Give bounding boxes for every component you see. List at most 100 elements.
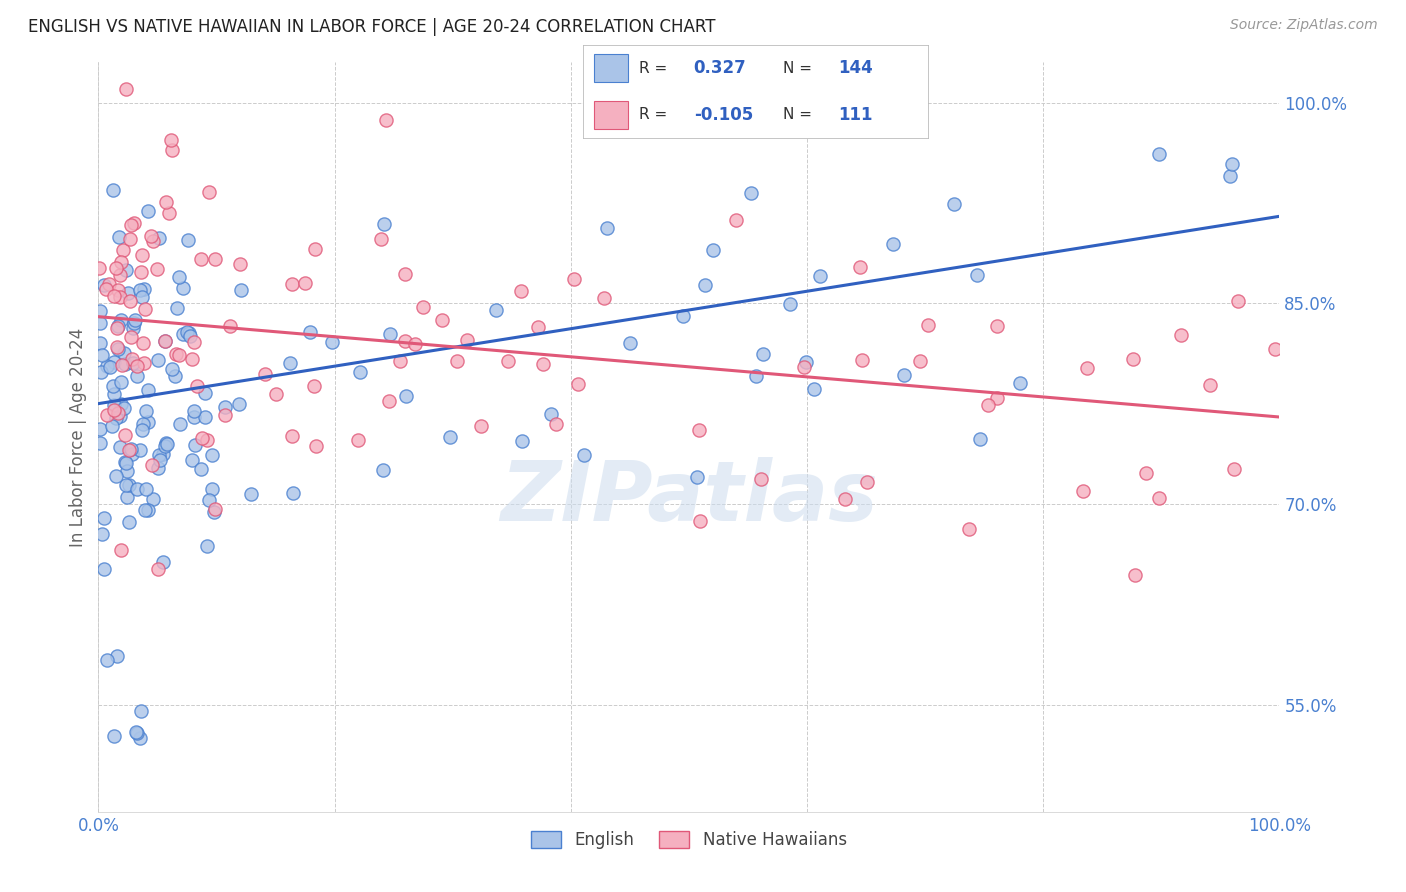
Point: [794, 355, 817, 369]
Point: [218, 319, 240, 334]
Point: [186, 379, 208, 393]
Point: [110, 409, 132, 423]
Y-axis label: In Labor Force | Age 20-24: In Labor Force | Age 20-24: [69, 327, 87, 547]
Point: [574, 448, 596, 462]
Point: [404, 337, 426, 351]
Point: [135, 483, 157, 497]
Point: [430, 313, 453, 327]
Point: [456, 334, 478, 348]
Point: [103, 355, 125, 369]
Point: [148, 352, 170, 367]
Point: [446, 354, 468, 368]
Point: [200, 448, 222, 462]
Point: [214, 408, 236, 422]
Point: [134, 301, 156, 316]
Point: [229, 257, 252, 271]
Point: [120, 232, 142, 246]
Point: [485, 302, 508, 317]
Point: [191, 431, 214, 445]
Point: [908, 354, 931, 368]
Point: [377, 393, 399, 408]
Point: [115, 456, 138, 470]
Point: [121, 352, 143, 367]
Point: [136, 502, 159, 516]
Point: [204, 505, 226, 519]
Point: [378, 327, 401, 342]
Point: [121, 447, 143, 461]
Point: [122, 216, 145, 230]
Point: [131, 248, 153, 262]
Point: [125, 369, 148, 384]
Point: [966, 268, 988, 282]
Point: [160, 133, 183, 147]
Point: [107, 406, 129, 420]
Point: [107, 319, 129, 334]
Point: [177, 233, 200, 247]
Point: [509, 284, 531, 298]
Point: [108, 268, 131, 282]
Point: [181, 453, 204, 467]
Point: [94, 281, 117, 295]
Point: [121, 320, 143, 334]
Point: [107, 283, 129, 297]
Point: [128, 283, 150, 297]
Point: [201, 483, 224, 497]
Point: [562, 272, 585, 286]
Point: [204, 502, 226, 516]
Point: [749, 472, 772, 486]
Point: [110, 542, 132, 557]
Point: [101, 378, 124, 392]
Point: [195, 540, 218, 554]
Point: [103, 289, 125, 303]
Point: [91, 527, 114, 541]
Point: [146, 460, 169, 475]
Point: [110, 290, 132, 304]
Point: [87, 261, 110, 276]
Point: [181, 351, 204, 366]
Point: [957, 523, 980, 537]
Point: [373, 217, 395, 231]
Point: [120, 293, 142, 308]
Point: [108, 440, 131, 454]
Point: [1122, 351, 1144, 366]
Point: [115, 464, 138, 478]
Point: [93, 510, 115, 524]
Point: [112, 401, 135, 416]
Point: [114, 455, 136, 469]
Point: [278, 356, 301, 370]
Point: [101, 419, 124, 434]
Point: [153, 334, 176, 348]
Point: [155, 435, 177, 450]
Point: [139, 229, 162, 244]
Point: [388, 353, 411, 368]
Point: [253, 368, 276, 382]
Point: [104, 410, 127, 425]
Point: [153, 334, 176, 349]
Point: [184, 438, 207, 452]
Point: [893, 368, 915, 382]
Point: [89, 422, 111, 436]
Point: [375, 112, 398, 127]
Point: [540, 407, 562, 421]
Point: [745, 369, 768, 384]
Point: [567, 376, 589, 391]
Point: [110, 376, 132, 390]
Point: [544, 417, 567, 432]
Point: [1123, 568, 1146, 582]
Point: [179, 328, 201, 343]
Point: [977, 398, 1000, 412]
Point: [103, 398, 125, 412]
Point: [155, 194, 177, 209]
Point: [266, 387, 288, 401]
Point: [779, 297, 801, 311]
Text: -0.105: -0.105: [693, 106, 754, 124]
Point: [134, 502, 156, 516]
Point: [1226, 293, 1249, 308]
Point: [1170, 327, 1192, 342]
Point: [115, 262, 138, 277]
Point: [194, 386, 217, 401]
Point: [129, 731, 152, 746]
Point: [146, 561, 169, 575]
Text: Source: ZipAtlas.com: Source: ZipAtlas.com: [1230, 18, 1378, 32]
Point: [1071, 483, 1094, 498]
